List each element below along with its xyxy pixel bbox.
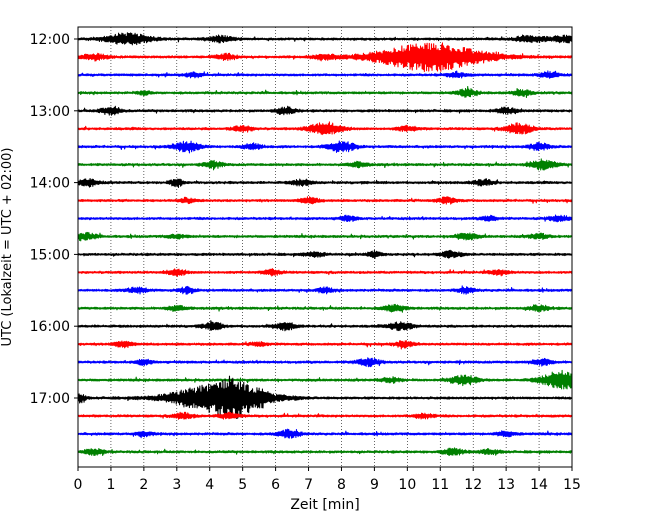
trace-line xyxy=(77,121,573,136)
x-tick-label: 2 xyxy=(139,477,148,493)
trace-line xyxy=(77,428,573,439)
trace-line xyxy=(77,375,573,420)
y-axis-label: UTC (Lokalzeit = UTC + 02:00) xyxy=(0,148,15,347)
y-tick-label: 16:00 xyxy=(30,319,70,335)
trace-line xyxy=(77,105,573,116)
trace-line xyxy=(77,285,573,295)
x-tick-label: 10 xyxy=(398,477,416,493)
x-tick-label: 1 xyxy=(106,477,115,493)
trace-line xyxy=(77,158,573,171)
trace-line xyxy=(77,140,573,154)
trace-line xyxy=(77,357,573,368)
y-tick-label: 13:00 xyxy=(30,104,70,120)
trace-line xyxy=(77,320,573,332)
y-axis-ticks: 12:00 13:00 14:00 15:00 16:00 17:00 xyxy=(30,32,78,407)
y-tick-label: 12:00 xyxy=(30,32,70,48)
trace-line xyxy=(77,340,573,350)
trace-line xyxy=(77,447,573,457)
trace-line xyxy=(77,411,573,420)
x-tick-label: 4 xyxy=(205,477,214,493)
trace-line xyxy=(77,196,573,205)
trace-line xyxy=(77,85,573,98)
x-tick-label: 11 xyxy=(431,477,449,493)
x-tick-label: 6 xyxy=(271,477,280,493)
plot-frame xyxy=(77,26,573,468)
x-tick-label: 15 xyxy=(563,477,581,493)
trace-line xyxy=(77,249,573,260)
trace-line xyxy=(77,267,573,278)
x-tick-label: 8 xyxy=(337,477,346,493)
trace-line xyxy=(77,70,573,79)
seismic-traces xyxy=(77,32,573,457)
trace-line xyxy=(77,214,573,223)
x-tick-label: 7 xyxy=(304,477,313,493)
x-tick-label: 12 xyxy=(464,477,482,493)
trace-line xyxy=(77,177,573,188)
x-tick-label: 14 xyxy=(530,477,548,493)
x-tick-label: 0 xyxy=(74,477,83,493)
trace-line xyxy=(77,32,573,46)
y-tick-label: 14:00 xyxy=(30,176,70,192)
x-tick-label: 13 xyxy=(497,477,515,493)
trace-line xyxy=(77,303,573,313)
x-tick-label: 5 xyxy=(238,477,247,493)
y-tick-label: 15:00 xyxy=(30,247,70,263)
x-axis-label: Zeit [min] xyxy=(290,497,359,513)
trace-line xyxy=(77,231,573,242)
x-tick-label: 9 xyxy=(370,477,379,493)
x-axis-ticks: 0 1 2 3 4 5 6 7 8 9 10 11 12 13 14 15 xyxy=(74,467,581,493)
x-tick-label: 3 xyxy=(172,477,181,493)
trace-line xyxy=(77,42,573,73)
trace-line xyxy=(77,369,573,390)
y-tick-label: 17:00 xyxy=(30,391,70,407)
